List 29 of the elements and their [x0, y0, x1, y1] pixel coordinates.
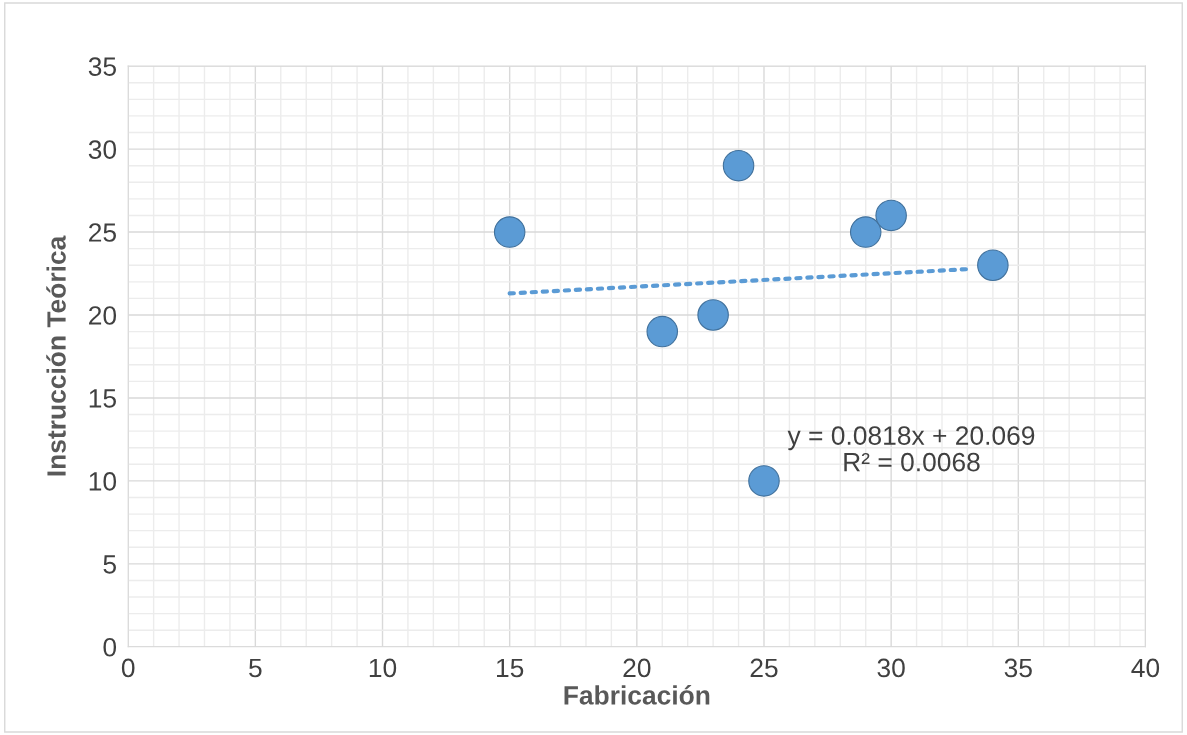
annotation: R² = 0.0068: [844, 452, 980, 472]
point: [493, 216, 526, 248]
x-tick-label: 0: [121, 658, 135, 678]
x-tick-label: 20: [623, 658, 651, 678]
x-axis-title: Fabricación: [564, 685, 710, 705]
x-tick-label: 30: [877, 658, 905, 678]
point: [875, 199, 907, 232]
x-tick-label: 10: [369, 658, 397, 678]
point: [646, 315, 679, 348]
point: [748, 465, 780, 497]
point: [697, 299, 729, 331]
y-tick-label: 15: [89, 389, 116, 408]
y-tick-label: 0: [103, 637, 117, 657]
annotation: y = 0.0818x + 20.069: [787, 426, 1035, 451]
point: [977, 249, 1009, 282]
point: [722, 149, 755, 182]
x-tick-label: 5: [249, 658, 262, 678]
y-tick-label: 30: [88, 140, 117, 159]
x-tick-label: 40: [1131, 658, 1160, 678]
x-tick-label: 25: [750, 658, 778, 678]
y-tick-label: 5: [103, 555, 116, 574]
y-tick-label: 25: [89, 223, 116, 242]
y-tick-label: 20: [89, 306, 117, 325]
y-tick-label: 10: [89, 472, 117, 491]
point: [849, 216, 882, 248]
x-tick-label: 15: [497, 658, 524, 678]
y-tick-label: 35: [88, 57, 116, 76]
x-tick-label: 35: [1004, 658, 1032, 678]
y-axis-title: Instrucción Teórica: [46, 235, 66, 476]
